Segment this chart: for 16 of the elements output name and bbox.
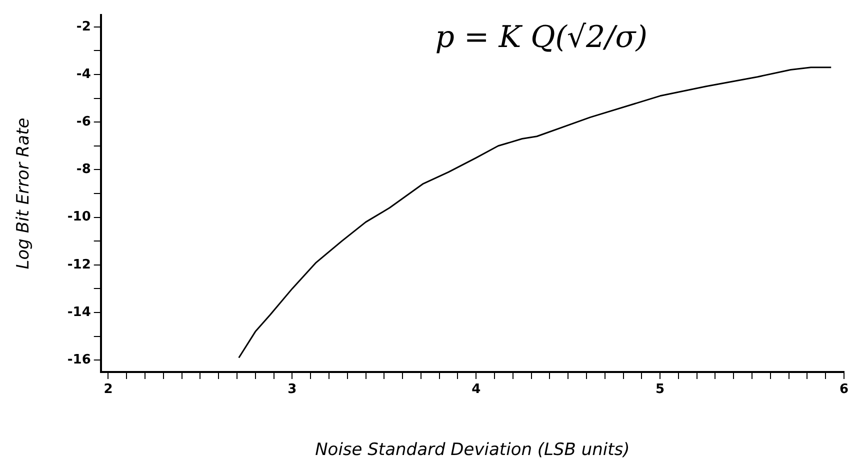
y-tick-label: -14 <box>67 304 91 320</box>
annotation: p = K Q(√2/σ) <box>435 20 648 55</box>
x-axis-title: Noise Standard Deviation (LSB units) <box>315 440 630 460</box>
y-tick-label: -16 <box>67 352 91 368</box>
y-tick-label: -2 <box>76 19 91 34</box>
x-tick-label: 2 <box>104 382 113 398</box>
y-axis-title: Log Bit Error Rate <box>14 118 34 270</box>
x-tick-label: 6 <box>839 382 849 398</box>
y-tick-label: -12 <box>67 257 91 272</box>
x-tick-label: 5 <box>656 382 665 398</box>
y-tick-label: -10 <box>67 210 91 225</box>
y-tick-label: -6 <box>76 114 91 130</box>
y-tick-label: -8 <box>76 162 91 178</box>
x-tick-label: 3 <box>288 382 297 398</box>
y-tick-label: -4 <box>76 66 91 82</box>
x-tick-label: 4 <box>472 382 481 398</box>
